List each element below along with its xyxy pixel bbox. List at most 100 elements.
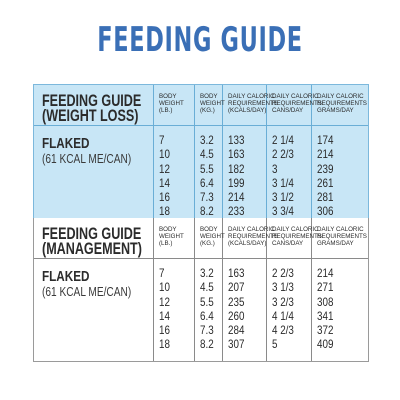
table-cell: 14	[159, 175, 170, 190]
table-cell: 8.2	[200, 204, 214, 219]
table-cell: 239	[317, 161, 334, 176]
column-divider	[153, 85, 154, 219]
table-cell: 174	[317, 133, 334, 147]
header-divider	[34, 258, 368, 259]
column-divider	[222, 85, 223, 219]
page-title: FEEDING GUIDE	[97, 20, 303, 60]
column-header-grams-per-day: DAILY CALORIC REQUIREMENTS GRAMS/DAY	[317, 93, 367, 114]
table-cell: 6.4	[200, 175, 214, 190]
table-cell: 7.3	[200, 323, 214, 338]
table-cell: 207	[228, 280, 245, 295]
column-header-kcals-per-day: DAILY CALORIC REQUIREMENTS (KCALS/DAY)	[228, 226, 278, 247]
table-cell: 308	[317, 294, 334, 309]
column-divider	[311, 218, 312, 361]
table-cell: 5	[272, 337, 278, 352]
column-divider	[194, 218, 195, 361]
column-header-cans-per-day: DAILY CALORIC REQUIREMENTS CANS/DAY	[272, 226, 322, 247]
table-cell: 3	[272, 161, 278, 176]
table-cell: 3 3/4	[272, 204, 294, 219]
table-cell: 7	[159, 133, 165, 147]
column-divider	[194, 85, 195, 219]
table-cell: 233	[228, 204, 245, 219]
table-cell: 16	[159, 323, 170, 338]
weight-loss-section: FEEDING GUIDE (WEIGHT LOSS) BODY WEIGHT (…	[33, 84, 369, 220]
table-cell: 4.5	[200, 280, 214, 295]
table-cell: 306	[317, 204, 334, 219]
table-cell: 8.2	[200, 337, 214, 352]
column-values-body-weight-lb: 7 10 12 14 16 18	[159, 266, 170, 352]
column-values-grams-per-day: 174 214 239 261 281 306	[317, 133, 333, 219]
table-cell: 16	[159, 190, 170, 205]
column-header-kcals-per-day: DAILY CALORIC REQUIREMENTS (KCALS/DAY)	[228, 93, 278, 114]
column-values-kcals-per-day: 133 163 182 199 214 233	[228, 133, 244, 219]
column-values-grams-per-day: 214 271 308 341 372 409	[317, 266, 333, 352]
product-calories: (61 KCAL ME/CAN)	[42, 151, 132, 166]
table-cell: 3 1/2	[272, 190, 294, 205]
table-cell: 2 2/3	[272, 147, 294, 162]
column-values-cans-per-day: 2 1/4 2 2/3 3 3 1/4 3 1/2 3 3/4	[272, 133, 294, 219]
table-cell: 3 1/4	[272, 175, 294, 190]
table-cell: 409	[317, 337, 334, 352]
column-divider	[311, 85, 312, 219]
table-cell: 372	[317, 323, 334, 338]
table-cell: 4 2/3	[272, 323, 294, 338]
column-header-cans-per-day: DAILY CALORIC REQUIREMENTS CANS/DAY	[272, 93, 322, 114]
table-cell: 260	[228, 308, 245, 323]
table-cell: 7	[159, 266, 165, 280]
table-cell: 12	[159, 161, 170, 176]
table-cell: 214	[317, 147, 334, 162]
table-cell: 235	[228, 294, 245, 309]
column-header-body-weight-lb: BODY WEIGHT (LB.)	[159, 226, 184, 247]
table-cell: 133	[228, 133, 245, 147]
table-cell: 214	[317, 266, 334, 280]
management-section: FEEDING GUIDE (MANAGEMENT) BODY WEIGHT (L…	[33, 218, 369, 362]
table-cell: 3.2	[200, 266, 214, 280]
table-cell: 12	[159, 294, 170, 309]
table-cell: 163	[228, 147, 245, 162]
column-values-cans-per-day: 2 2/3 3 1/3 3 2/3 4 1/4 4 2/3 5	[272, 266, 294, 352]
table-cell: 307	[228, 337, 245, 352]
column-values-body-weight-kg: 3.2 4.5 5.5 6.4 7.3 8.2	[200, 133, 214, 219]
table-cell: 18	[159, 337, 170, 352]
table-cell: 10	[159, 280, 170, 295]
section-heading: FEEDING GUIDE (WEIGHT LOSS)	[42, 91, 142, 125]
column-header-body-weight-kg: BODY WEIGHT (KG.)	[200, 226, 225, 247]
column-divider	[222, 218, 223, 361]
column-values-body-weight-kg: 3.2 4.5 5.5 6.4 7.3 8.2	[200, 266, 214, 352]
table-cell: 284	[228, 323, 245, 338]
table-cell: 5.5	[200, 161, 214, 176]
table-cell: 341	[317, 308, 334, 323]
column-divider	[153, 218, 154, 361]
table-cell: 281	[317, 190, 334, 205]
table-cell: 5.5	[200, 294, 214, 309]
table-cell: 3 1/3	[272, 280, 294, 295]
column-divider	[266, 85, 267, 219]
column-divider	[266, 218, 267, 361]
product-calories: (61 KCAL ME/CAN)	[42, 284, 132, 299]
column-values-kcals-per-day: 163 207 235 260 284 307	[228, 266, 244, 352]
header-divider	[34, 125, 368, 126]
table-cell: 214	[228, 190, 245, 205]
table-cell: 10	[159, 147, 170, 162]
column-header-body-weight-kg: BODY WEIGHT (KG.)	[200, 93, 225, 114]
table-cell: 3.2	[200, 133, 214, 147]
table-cell: 4.5	[200, 147, 214, 162]
column-values-body-weight-lb: 7 10 12 14 16 18	[159, 133, 170, 219]
table-cell: 6.4	[200, 308, 214, 323]
product-name: FLAKED	[42, 135, 90, 152]
table-cell: 199	[228, 175, 245, 190]
table-cell: 2 1/4	[272, 133, 294, 147]
column-header-grams-per-day: DAILY CALORIC REQUIREMENTS GRAMS/DAY	[317, 226, 367, 247]
table-cell: 18	[159, 204, 170, 219]
table-cell: 271	[317, 280, 334, 295]
section-heading: FEEDING GUIDE (MANAGEMENT)	[42, 224, 142, 258]
table-cell: 7.3	[200, 190, 214, 205]
table-cell: 2 2/3	[272, 266, 294, 280]
table-cell: 14	[159, 308, 170, 323]
column-header-body-weight-lb: BODY WEIGHT (LB.)	[159, 93, 184, 114]
table-cell: 3 2/3	[272, 294, 294, 309]
product-name: FLAKED	[42, 268, 90, 285]
table-cell: 4 1/4	[272, 308, 294, 323]
table-cell: 163	[228, 266, 245, 280]
table-cell: 182	[228, 161, 245, 176]
